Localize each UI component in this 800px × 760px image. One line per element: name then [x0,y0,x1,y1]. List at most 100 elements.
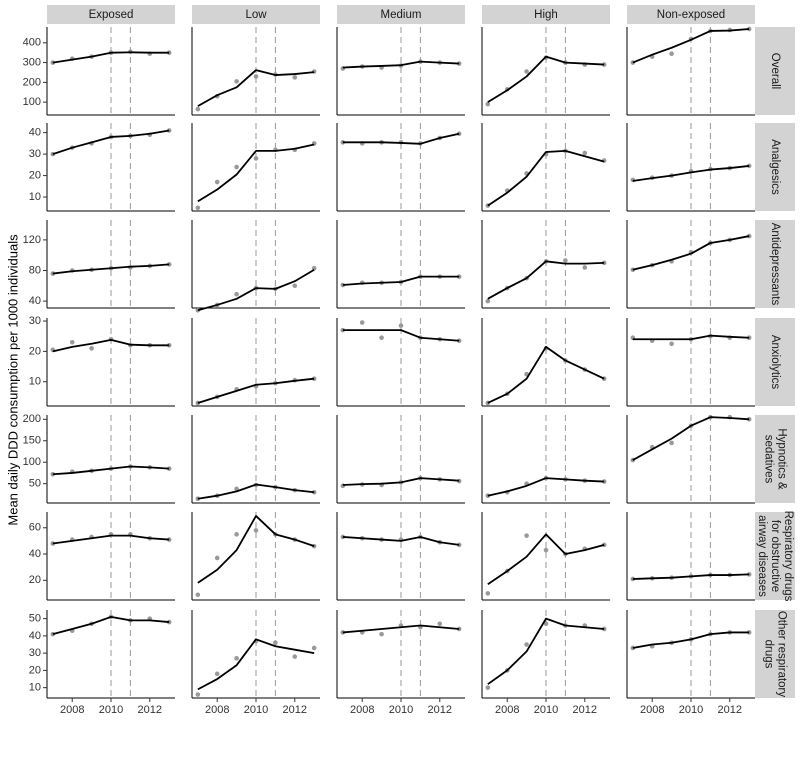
fit-line [487,345,605,404]
column-strip-label: Exposed [89,9,134,21]
data-point [292,654,298,659]
data-point [89,346,94,351]
data-point [563,258,568,263]
data-point [234,79,239,84]
data-point [456,626,462,632]
data-point [195,692,201,697]
data-point [437,621,443,627]
data-point [601,260,607,266]
fit-line [52,338,170,353]
data-point [485,591,491,596]
data-point [69,339,75,345]
data-point [311,265,317,271]
row-strip [755,123,795,211]
row-strip [755,318,795,406]
column-strip [482,5,610,24]
data-point [166,537,172,542]
data-point [253,74,259,79]
y-tick-label: 150 [23,435,41,447]
row-strip-label: Other respiratory [775,611,787,698]
row-strip-label: sedatives [762,435,774,484]
fit-line [52,534,170,545]
data-point [524,642,529,647]
y-tick-label: 400 [23,37,41,49]
y-tick-label: 300 [23,57,41,69]
data-point [273,640,278,646]
data-point [166,128,172,133]
y-tick-label: 20 [29,345,41,357]
data-point [234,532,239,537]
data-point [50,471,56,477]
fit-line [632,416,750,461]
y-tick-label: 40 [29,127,41,139]
y-tick-label: 20 [29,574,41,586]
data-point [398,323,404,328]
fit-line [342,275,460,286]
x-tick-label: 2010 [679,704,703,716]
fit-line [52,51,170,64]
y-tick-label: 80 [29,264,41,276]
y-tick-label: 10 [29,191,41,203]
y-tick-label: 50 [29,613,41,625]
data-point [746,572,752,577]
data-point [630,576,636,582]
fit-line [632,28,750,64]
data-point [214,671,220,677]
row-strip-label: Analgesics [769,139,781,195]
data-point [340,282,346,288]
fit-line [632,573,750,580]
data-point [166,343,172,348]
y-tick-label: 30 [29,148,41,160]
data-point [456,61,462,66]
fit-line [197,268,315,312]
fit-line [52,129,170,155]
fit-line [197,515,315,584]
x-tick-label: 2008 [495,704,519,716]
data-point [746,233,752,239]
data-point [195,205,201,211]
data-point [456,338,462,344]
column-strip-label: Non-exposed [657,9,725,21]
row-strip-label: airway diseases [756,515,768,597]
row-strip [755,512,795,600]
data-point [669,51,674,56]
fit-line [342,60,460,69]
x-tick-label: 2010 [244,704,268,716]
x-tick-label: 2012 [428,704,452,716]
column-strip-label: High [534,9,558,21]
x-tick-label: 2010 [99,704,123,716]
column-strip [337,5,465,24]
data-point [582,150,588,156]
y-tick-label: 100 [23,96,41,108]
fit-line [197,69,315,107]
fit-line [342,329,460,342]
fit-line [197,483,315,500]
data-point [340,534,346,540]
data-point [601,62,607,67]
fit-line [632,334,750,341]
data-point [340,630,346,635]
row-strip-label: Respiratory drugs [782,511,794,602]
y-tick-label: 10 [29,376,41,388]
y-tick-label: 200 [23,413,41,425]
data-point [746,335,752,341]
y-tick-label: 40 [29,630,41,642]
data-point [359,320,365,325]
y-tick-label: 30 [29,315,41,327]
data-point [524,69,529,74]
column-strip [192,5,320,24]
row-strip-label: Anxiolytics [769,335,781,390]
data-point [746,26,752,32]
row-strip-label: drugs [762,640,774,669]
data-point [166,619,172,625]
y-tick-label: 50 [29,478,41,490]
fit-line [487,260,605,300]
data-point [456,542,462,548]
x-tick-label: 2010 [534,704,558,716]
data-point [311,645,317,651]
data-point [195,106,201,112]
data-point [253,156,259,161]
data-point [292,283,298,289]
y-axis-title: Mean daily DDD consumption per 1000 indi… [5,234,20,526]
